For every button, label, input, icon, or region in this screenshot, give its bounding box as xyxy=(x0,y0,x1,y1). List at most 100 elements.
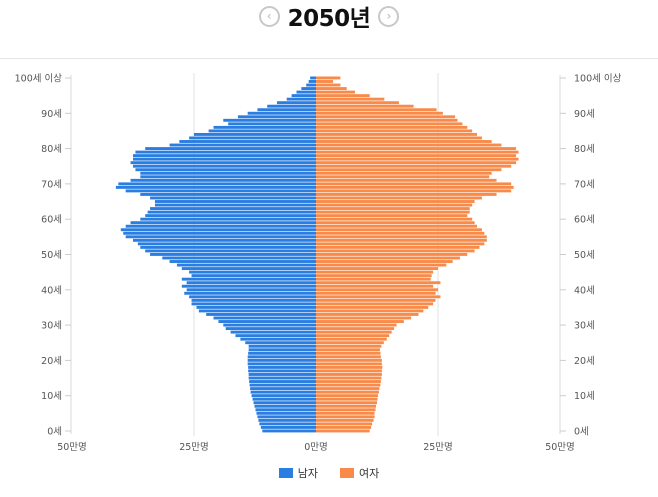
male-bar-age-80 xyxy=(145,147,316,150)
male-bar-age-58 xyxy=(125,224,317,228)
female-bar-age-13 xyxy=(316,383,381,387)
female-bar-age-19 xyxy=(316,362,382,366)
male-bar-age-57 xyxy=(120,228,316,232)
female-bar-age-68 xyxy=(316,189,512,193)
male-bar-age-62 xyxy=(147,210,316,214)
female-bar-age-81 xyxy=(316,143,502,147)
male-bar-age-76 xyxy=(130,161,316,165)
male-bar-age-95 xyxy=(291,94,316,98)
male-bar-age-42 xyxy=(186,281,316,285)
female-bar-age-10 xyxy=(316,394,378,398)
male-bar-age-46 xyxy=(181,267,316,271)
female-bar-age-79 xyxy=(316,150,519,154)
male-bar-age-96 xyxy=(296,90,316,94)
female-bar-age-93 xyxy=(316,101,399,105)
female-bar-age-14 xyxy=(316,380,381,383)
male-bar-age-3 xyxy=(258,418,316,422)
male-bar-age-9 xyxy=(252,397,316,401)
female-bar-age-64 xyxy=(316,203,473,207)
y-tick-label-right: 90세 xyxy=(574,109,595,120)
male-bar-age-5 xyxy=(256,411,316,415)
male-bar-age-93 xyxy=(276,101,316,105)
female-bar-age-83 xyxy=(316,136,482,140)
female-bar-age-8 xyxy=(316,401,377,405)
y-tick-label-left: 50세 xyxy=(41,250,62,261)
male-bar-age-68 xyxy=(125,189,317,193)
female-bar-age-54 xyxy=(316,238,487,242)
male-bar-age-55 xyxy=(125,235,317,239)
male-bar-age-69 xyxy=(115,185,316,189)
male-bar-age-11 xyxy=(250,390,316,394)
male-bar-age-63 xyxy=(150,207,316,211)
male-bar-age-45 xyxy=(189,270,316,274)
male-bar-age-52 xyxy=(140,245,316,249)
male-bar-age-35 xyxy=(196,305,316,309)
female-bar-age-71 xyxy=(316,178,497,182)
female-bar-age-25 xyxy=(316,341,384,345)
y-tick-label-left: 10세 xyxy=(41,391,62,402)
female-bar-age-76 xyxy=(316,161,517,165)
male-bar-age-84 xyxy=(194,132,316,136)
male-bar-age-8 xyxy=(253,401,316,405)
male-bar-age-34 xyxy=(198,309,316,313)
male-bar-age-86 xyxy=(213,125,316,129)
female-bar-age-86 xyxy=(316,125,468,129)
female-bar-age-58 xyxy=(316,224,478,228)
male-bar-age-25 xyxy=(245,341,316,345)
legend-item-female[interactable]: 여자 xyxy=(340,465,379,481)
female-bar-age-92 xyxy=(316,104,414,108)
y-tick-label-left: 80세 xyxy=(41,144,62,155)
female-bar-age-33 xyxy=(316,313,419,316)
female-bar-age-72 xyxy=(316,175,490,179)
female-bar-age-55 xyxy=(316,235,487,239)
female-bar-age-59 xyxy=(316,221,475,225)
male-bar-age-77 xyxy=(133,157,316,161)
male-bar-age-44 xyxy=(191,274,316,278)
female-bar-age-63 xyxy=(316,207,470,211)
female-bar-age-96 xyxy=(316,90,356,94)
male-bar-age-1 xyxy=(260,425,316,429)
male-bar-age-92 xyxy=(267,104,316,108)
y-tick-label-left: 0세 xyxy=(47,427,62,438)
male-bar-age-65 xyxy=(154,200,316,203)
female-bar-age-98 xyxy=(316,83,341,87)
legend: 남자 여자 xyxy=(0,465,658,481)
female-bar-age-87 xyxy=(316,122,463,126)
male-bar-age-78 xyxy=(133,154,316,158)
female-bar-age-3 xyxy=(316,418,374,422)
male-bar-age-61 xyxy=(145,214,316,218)
female-bar-age-97 xyxy=(316,87,347,90)
legend-swatch-female xyxy=(340,468,354,478)
female-bar-age-15 xyxy=(316,376,382,380)
male-bar-age-48 xyxy=(169,260,316,263)
female-bar-age-75 xyxy=(316,164,512,168)
female-bar-age-23 xyxy=(316,348,380,352)
female-bar-age-6 xyxy=(316,408,376,412)
male-bar-age-83 xyxy=(189,136,316,140)
male-bar-age-18 xyxy=(248,365,316,369)
male-bar-age-7 xyxy=(254,404,316,408)
female-bar-age-53 xyxy=(316,242,485,246)
male-bar-age-71 xyxy=(130,178,316,182)
female-bar-age-69 xyxy=(316,185,514,189)
legend-item-male[interactable]: 남자 xyxy=(278,465,318,481)
y-tick-label-right: 60세 xyxy=(574,215,595,226)
female-bar-age-9 xyxy=(316,397,378,401)
male-bar-age-66 xyxy=(150,196,316,200)
chevron-left-circle-icon[interactable]: ‹ xyxy=(258,5,280,27)
female-bar-age-74 xyxy=(316,168,502,172)
male-bar-age-33 xyxy=(206,313,316,316)
female-bar-age-35 xyxy=(316,305,429,309)
female-bar-age-62 xyxy=(316,210,470,214)
female-bar-age-65 xyxy=(316,200,475,203)
male-bar-age-79 xyxy=(135,150,316,154)
chevron-right-circle-icon[interactable]: › xyxy=(378,5,400,27)
male-bar-age-70 xyxy=(118,182,316,186)
y-tick-label-right: 70세 xyxy=(574,179,595,190)
female-bar-age-84 xyxy=(316,132,478,136)
male-bar-age-47 xyxy=(176,263,316,267)
female-bar-age-60 xyxy=(316,217,473,221)
y-tick-label-left: 90세 xyxy=(41,109,62,120)
female-bar-age-27 xyxy=(316,334,390,338)
male-bar-age-20 xyxy=(247,358,316,362)
